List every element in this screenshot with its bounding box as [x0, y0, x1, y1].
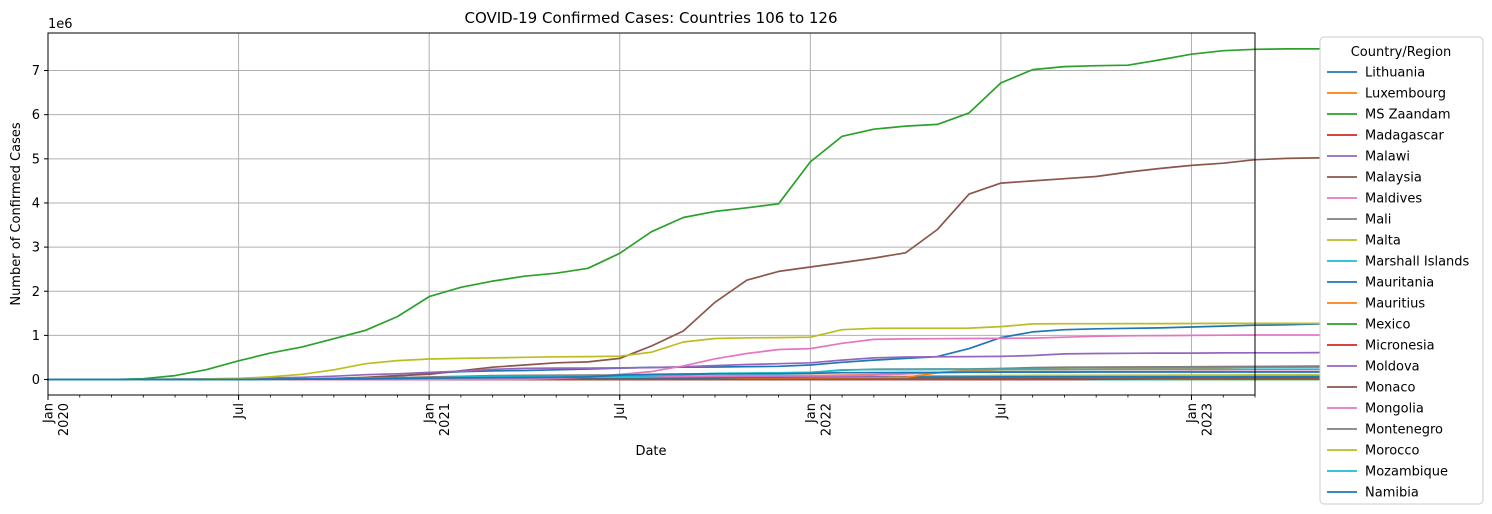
legend-entry: Mexico — [1365, 318, 1410, 333]
legend-entry: Mauritius — [1365, 297, 1425, 312]
x-axis: Jan 2020 Jul Jan 2021 Jul Jan 2022 Jul Jan 2023 — [42, 395, 1256, 436]
legend-entry: Mongolia — [1365, 402, 1424, 417]
y-tick-label: 1 — [32, 329, 40, 344]
legend-title: Country/Region — [1351, 45, 1452, 60]
legend-entry: Malawi — [1365, 150, 1410, 165]
series-line-18 — [47, 322, 1479, 381]
legend-entry: Micronesia — [1365, 339, 1435, 354]
legend-entry: Madagascar — [1365, 129, 1445, 144]
legend-frame — [1319, 36, 1484, 505]
legend-entry: Mozambique — [1365, 465, 1448, 480]
x-tick-label: Jan — [1185, 403, 1200, 424]
legend-entry: Luxembourg — [1365, 87, 1446, 102]
y-scale-label: 1e6 — [48, 17, 73, 32]
x-tick-label: Jan — [804, 403, 819, 424]
plot-area — [47, 32, 1256, 396]
y-tick-label: 4 — [32, 196, 40, 211]
series-line-14 — [47, 351, 1479, 381]
y-axis: 0 1 2 3 4 5 6 7 — [32, 64, 48, 388]
x-tick-year-label: 2023 — [1200, 403, 1215, 436]
x-tick-label: Jul — [613, 403, 628, 420]
grid-lines — [47, 33, 1255, 395]
series-line-12 — [47, 48, 1479, 381]
legend-entry: Monaco — [1365, 381, 1416, 396]
x-tick-label: Jul — [994, 403, 1009, 420]
series-lines — [47, 48, 1479, 381]
y-tick-label: 2 — [32, 285, 40, 300]
legend-entry: Maldives — [1365, 192, 1422, 207]
legend-items: Lithuania Luxembourg MS Zaandam Madagascar M… — [1327, 66, 1470, 501]
series-line-20 — [47, 371, 1479, 381]
legend-entry: Mali — [1365, 213, 1391, 228]
legend-entry: Marshall Islands — [1365, 255, 1470, 270]
x-tick-label: Jul — [232, 403, 247, 420]
y-tick-label: 7 — [32, 64, 40, 79]
x-tick-label: Jan — [42, 403, 57, 424]
legend: Country/Region Lithuania Luxembourg MS Zaa… — [1319, 36, 1484, 505]
y-axis-label: Number of Confirmed Cases — [9, 122, 24, 305]
y-tick-label: 3 — [32, 241, 40, 256]
legend-entry: Mauritania — [1365, 276, 1434, 291]
x-tick-year-label: 2021 — [438, 403, 453, 436]
x-axis-label: Date — [635, 444, 666, 459]
chart-title: COVID-19 Confirmed Cases: Countries 106 … — [464, 9, 837, 27]
legend-entry: Lithuania — [1365, 66, 1425, 81]
x-tick-label: Jan — [423, 403, 438, 424]
y-tick-label: 6 — [32, 108, 40, 123]
legend-entry: Namibia — [1365, 486, 1419, 501]
y-tick-label: 5 — [32, 152, 40, 167]
legend-entry: Morocco — [1365, 444, 1419, 459]
legend-entry: Moldova — [1365, 360, 1420, 375]
x-tick-year-label: 2022 — [819, 403, 834, 436]
legend-entry: Montenegro — [1365, 423, 1443, 438]
legend-entry: Malaysia — [1365, 171, 1422, 186]
legend-entry: MS Zaandam — [1365, 108, 1451, 123]
x-tick-year-label: 2020 — [57, 403, 72, 436]
y-tick-label: 0 — [32, 373, 40, 388]
series-line-5 — [47, 156, 1479, 381]
legend-entry: Malta — [1365, 234, 1401, 249]
